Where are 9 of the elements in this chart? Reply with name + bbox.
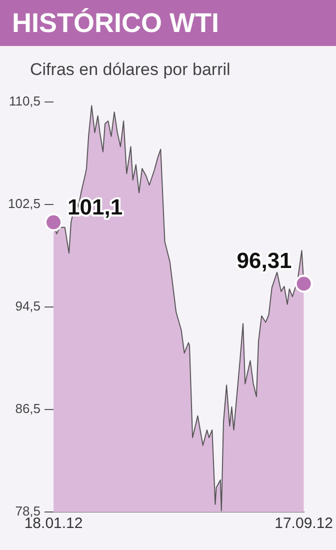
y-tick-label: 110,5: [8, 93, 41, 108]
y-tick-label: 102,5: [8, 196, 41, 211]
chart-title: HISTÓRICO WTI: [0, 0, 336, 46]
y-tick-label: 78,5: [15, 504, 41, 519]
data-label: 96,31: [236, 248, 292, 273]
chart-subtitle: Cifras en dólares por barril: [29, 59, 232, 81]
x-tick-label: 17.09.12: [274, 515, 333, 532]
y-tick-label: 94,5: [15, 298, 41, 314]
y-tick-label: 86,5: [15, 401, 41, 416]
